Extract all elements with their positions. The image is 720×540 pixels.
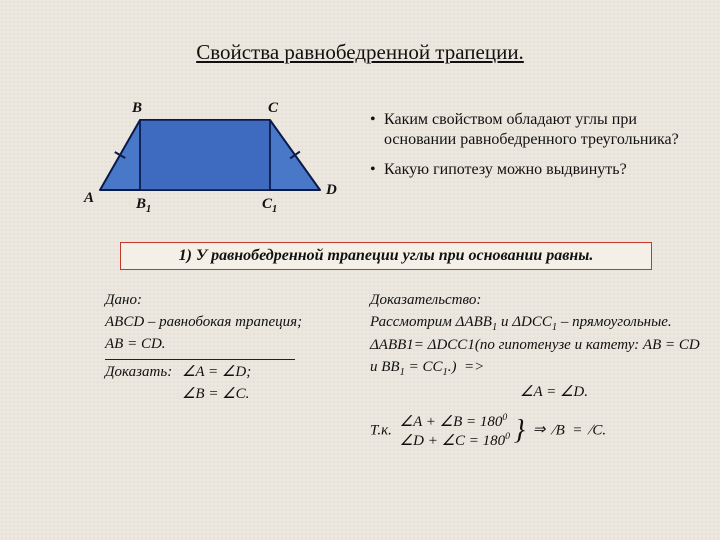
given-block: Дано: ABCD – равнобокая трапеция; AB = C… [105,290,355,406]
proof-block: Доказательство: Рассмотрим ΔABB1 и ΔDCC1… [370,290,700,450]
prove-line-2: ∠B = ∠C. [182,384,251,406]
vertex-D-label: D [326,182,337,199]
proof-result-1: ∠A = ∠D. [520,382,700,404]
question-1-text: Каким свойством обладают углы при основа… [384,110,690,150]
given-line-1: ABCD – равнобокая трапеция; [105,312,355,334]
trapezoid-svg [90,110,370,230]
brace-icon: } [514,418,525,443]
vertex-B1-label: B1 [136,196,151,215]
given-heading: Дано: [105,290,355,312]
implies-arrow: ⇒ [533,422,546,438]
proof-line-2: ΔABB1= ΔDCC1(по гипотенузе и катету: AB … [370,335,700,357]
question-2-text: Какую гипотезу можно выдвинуть? [384,160,627,180]
proof-sum-1: ∠A + ∠B = 1800 [400,412,510,431]
bullet-icon: • [370,160,384,180]
theorem-box: 1) У равнобедренной трапеции углы при ос… [120,242,652,270]
page-title: Свойства равнобедренной трапеции. [0,40,720,65]
given-line-2: AB = CD. [105,334,355,356]
proof-final: ∕B = ∕C. [553,422,606,438]
proof-heading: Доказательство: [370,290,700,312]
vertex-C1-label: C1 [262,196,277,215]
proof-line-1: Рассмотрим ΔABB1 и ΔDCC1 – прямоугольные… [370,312,700,335]
bullet-icon: • [370,110,384,150]
question-2: • Какую гипотезу можно выдвинуть? [370,160,690,180]
question-1: • Каким свойством обладают углы при осно… [370,110,690,150]
vertex-C-label: C [268,100,278,117]
trapezoid-diagram: A B C D B1 C1 [90,110,370,230]
vertex-B-label: B [132,100,142,117]
proof-sum-2: ∠D + ∠C = 1800 [400,431,510,450]
prove-heading: Доказать: ∠A = ∠D; ∠B = ∠C. [105,362,355,406]
prove-line-1: ∠A = ∠D; [182,362,251,384]
vertex-A-label: A [84,190,94,207]
divider-line [105,359,295,360]
proof-since-block: Т.к. ∠A + ∠B = 1800 ∠D + ∠C = 1800 } ⇒ ∕… [370,412,700,451]
proof-line-3: и BB1 = CC1.) => [370,357,700,380]
questions-block: • Каким свойством обладают углы при осно… [370,110,690,190]
